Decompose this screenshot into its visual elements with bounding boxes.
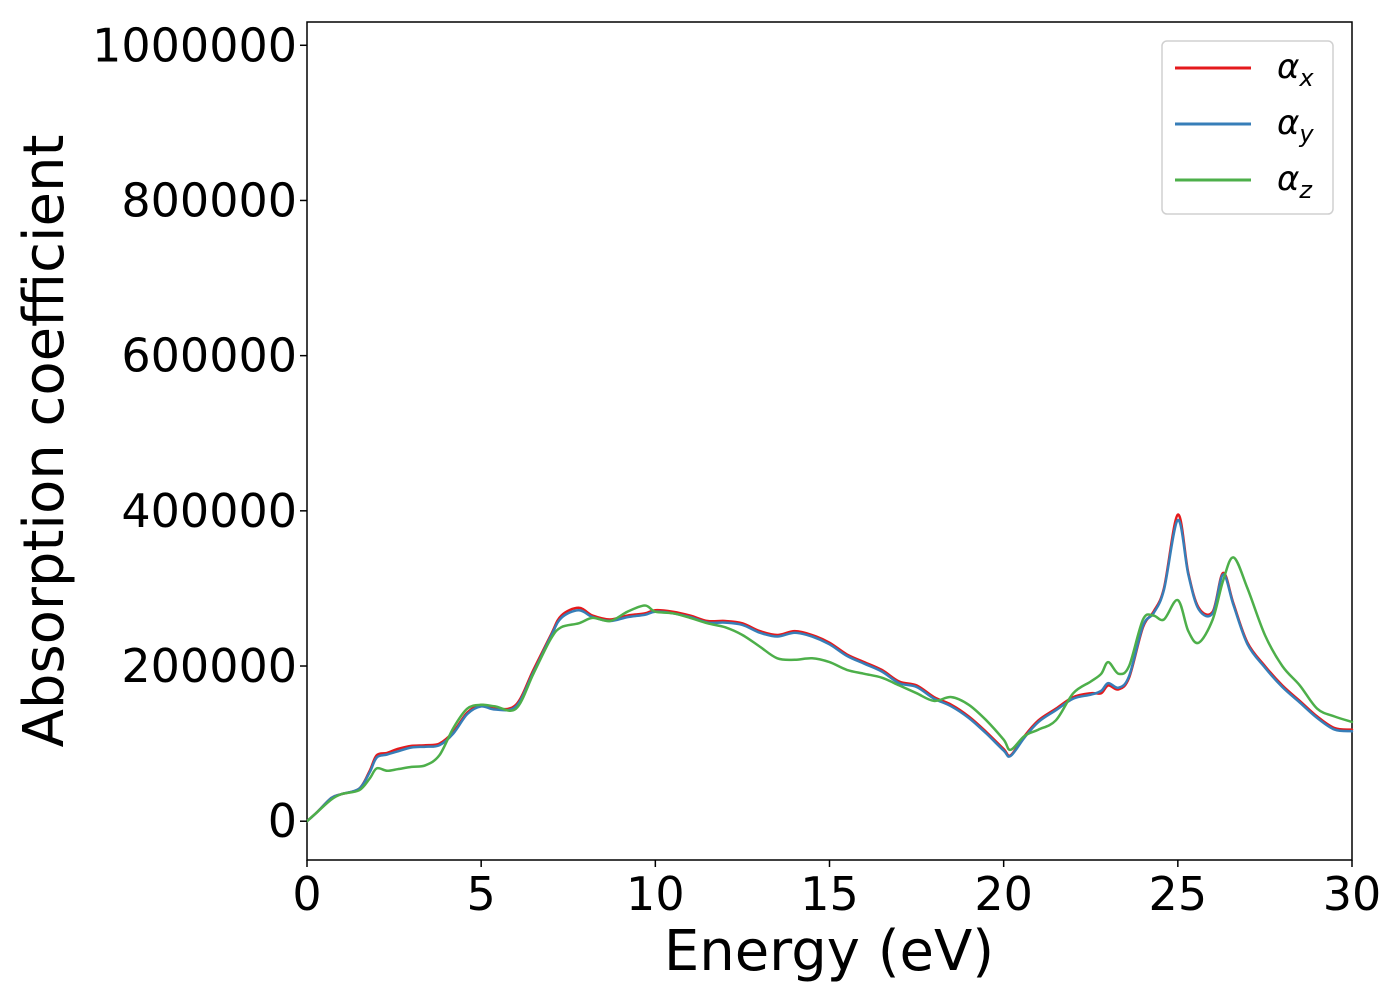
x-tick-label: 5 <box>467 867 496 921</box>
x-tick-label: 10 <box>626 867 685 921</box>
y-tick-label: 200000 <box>121 639 297 693</box>
legend-label-x: αx <box>1277 47 1314 92</box>
x-tick-label: 20 <box>974 867 1033 921</box>
legend: αx αy αz <box>1161 40 1334 215</box>
x-tick-label: 0 <box>292 867 321 921</box>
series-line-y <box>305 518 1354 823</box>
y-tick-label: 600000 <box>121 329 297 383</box>
legend-box <box>1161 40 1334 215</box>
y-tick-label: 0 <box>268 794 297 848</box>
legend-label-y: αy <box>1277 103 1314 148</box>
x-tick-label: 30 <box>1323 867 1382 921</box>
series-line-z <box>305 556 1354 823</box>
x-axis: 0 5 10 15 20 25 30 <box>292 860 1381 921</box>
y-tick-label: 800000 <box>121 173 297 227</box>
y-tick-label: 400000 <box>121 484 297 538</box>
legend-label-z: αz <box>1277 159 1313 204</box>
y-axis: 0 200000 400000 600000 800000 1000000 <box>92 18 307 848</box>
x-tick-label: 15 <box>800 867 859 921</box>
series-line-x <box>305 513 1354 823</box>
x-tick-label: 25 <box>1149 867 1208 921</box>
series-lines <box>305 513 1354 823</box>
x-axis-label: Energy (eV) <box>664 919 994 984</box>
y-axis-label: Absorption coefficient <box>12 135 77 748</box>
y-tick-label: 1000000 <box>92 18 297 72</box>
